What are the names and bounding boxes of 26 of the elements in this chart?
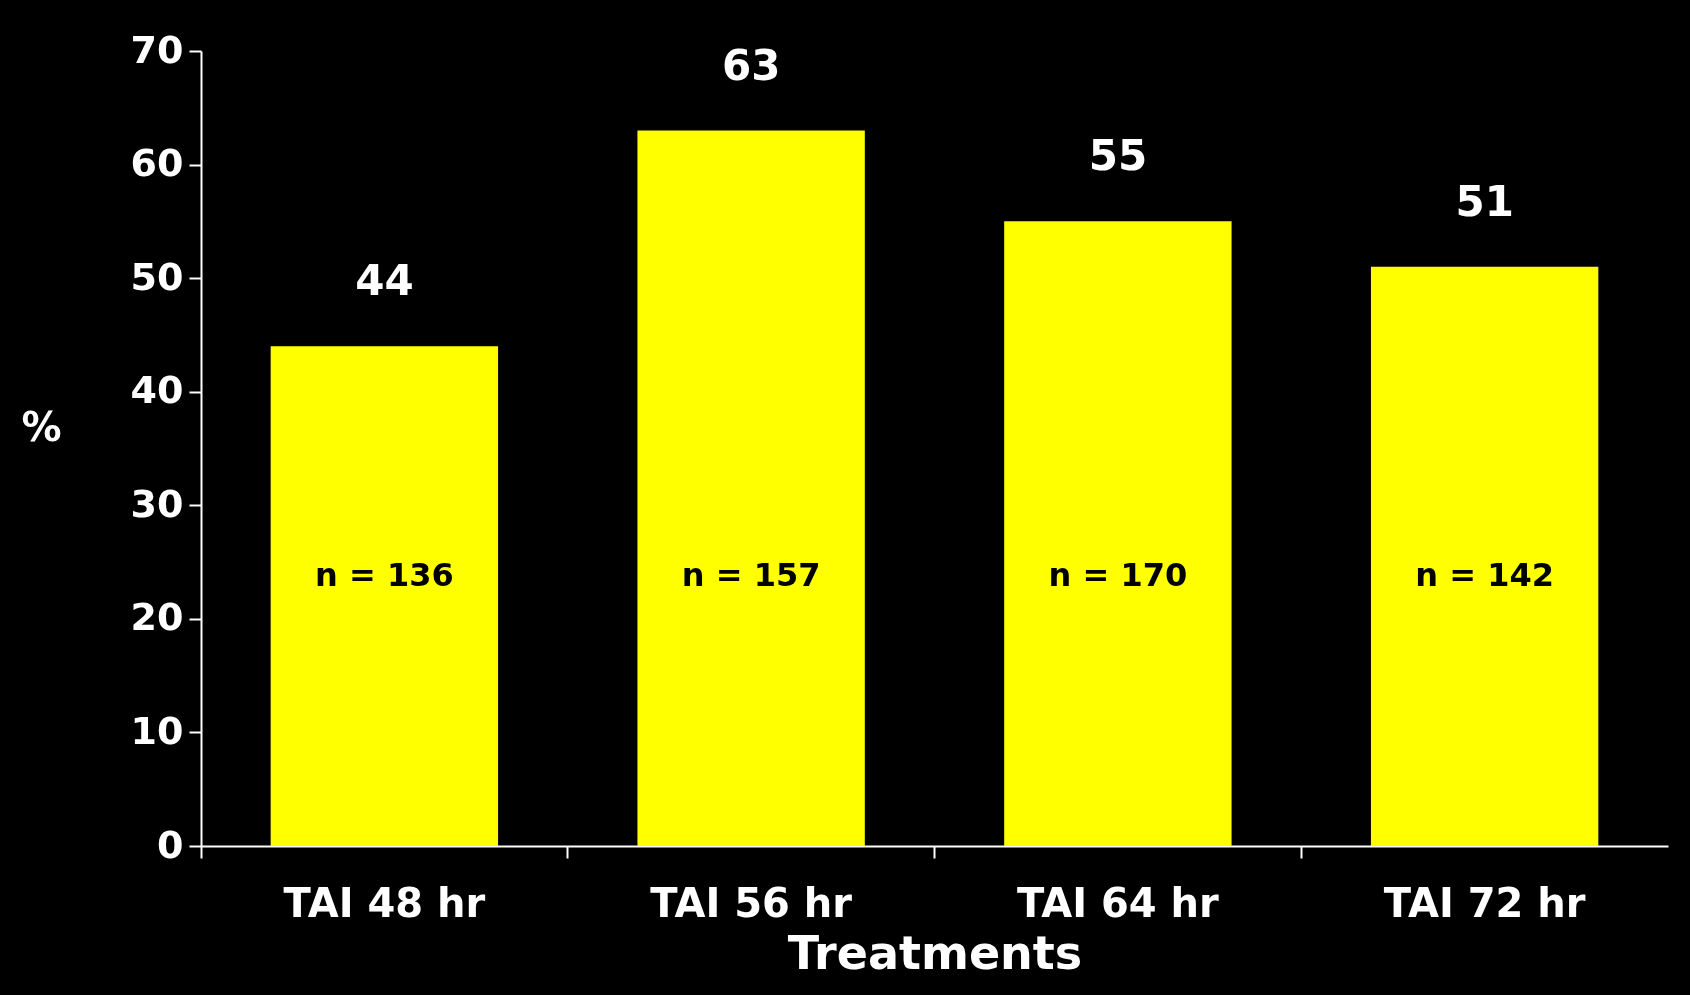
annotation: n = 136 [315, 555, 454, 594]
x-tick-label: TAI 72 hr [1383, 879, 1586, 926]
annotation: n = 170 [1048, 555, 1188, 594]
bar [270, 346, 499, 846]
data-label: 44 [355, 256, 414, 306]
bar [637, 130, 865, 846]
y-tick-label: 20 [130, 595, 184, 640]
y-tick-label: 60 [130, 141, 184, 186]
x-axis-title: Treatments [787, 925, 1083, 980]
y-tick-label: 10 [130, 708, 184, 753]
x-tick-label: TAI 48 hr [283, 879, 486, 926]
annotation: n = 142 [1415, 555, 1554, 594]
y-tick-label: 70 [130, 27, 184, 72]
x-tick-label: TAI 56 hr [650, 879, 853, 926]
bar [1370, 266, 1599, 846]
x-tick-label: TAI 64 hr [1017, 879, 1220, 926]
y-tick-label: 40 [130, 368, 184, 413]
bar [1004, 221, 1232, 846]
y-tick-label: 30 [130, 481, 184, 526]
y-tick-label: 50 [130, 254, 184, 299]
data-label: 51 [1455, 176, 1514, 226]
y-tick-label: 0 [157, 822, 184, 867]
annotation: n = 157 [681, 555, 821, 594]
data-label: 63 [721, 40, 781, 90]
y-axis-title: % [21, 403, 62, 450]
data-label: 55 [1088, 131, 1148, 181]
